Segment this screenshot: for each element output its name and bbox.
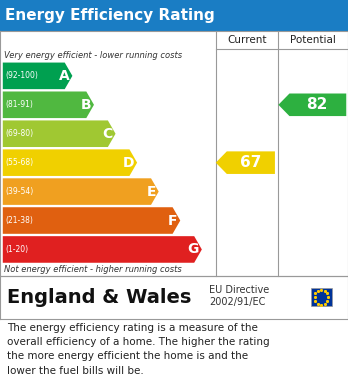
Text: (1-20): (1-20) (5, 245, 28, 254)
Text: 82: 82 (306, 97, 327, 112)
Bar (311, 288, 332, 306)
Bar (0, 0, 348, 31)
Polygon shape (216, 151, 275, 174)
Polygon shape (3, 63, 72, 89)
Text: G: G (188, 242, 199, 256)
Polygon shape (278, 93, 346, 116)
Polygon shape (3, 149, 137, 176)
Polygon shape (3, 91, 94, 118)
Text: C: C (103, 127, 113, 141)
Polygon shape (3, 236, 202, 263)
Text: The energy efficiency rating is a measure of the
overall efficiency of a home. T: The energy efficiency rating is a measur… (7, 323, 270, 376)
Text: (92-100): (92-100) (5, 71, 38, 81)
Text: (55-68): (55-68) (5, 158, 33, 167)
Text: 67: 67 (240, 155, 261, 170)
Text: EU Directive: EU Directive (209, 285, 269, 295)
Text: (69-80): (69-80) (5, 129, 33, 138)
Text: E: E (147, 185, 156, 199)
Text: Current: Current (227, 35, 267, 45)
Text: Very energy efficient - lower running costs: Very energy efficient - lower running co… (4, 50, 182, 60)
Text: Potential: Potential (290, 35, 336, 45)
Polygon shape (3, 207, 180, 234)
Text: F: F (168, 213, 177, 228)
Text: B: B (80, 98, 91, 112)
Text: 2002/91/EC: 2002/91/EC (209, 297, 265, 307)
Polygon shape (3, 178, 159, 205)
Text: England & Wales: England & Wales (7, 288, 191, 307)
Text: (81-91): (81-91) (5, 100, 33, 109)
Text: Not energy efficient - higher running costs: Not energy efficient - higher running co… (4, 265, 182, 274)
Text: A: A (59, 69, 70, 83)
Text: (39-54): (39-54) (5, 187, 33, 196)
Text: Energy Efficiency Rating: Energy Efficiency Rating (5, 8, 215, 23)
Text: D: D (123, 156, 134, 170)
Polygon shape (3, 120, 116, 147)
Text: (21-38): (21-38) (5, 216, 33, 225)
